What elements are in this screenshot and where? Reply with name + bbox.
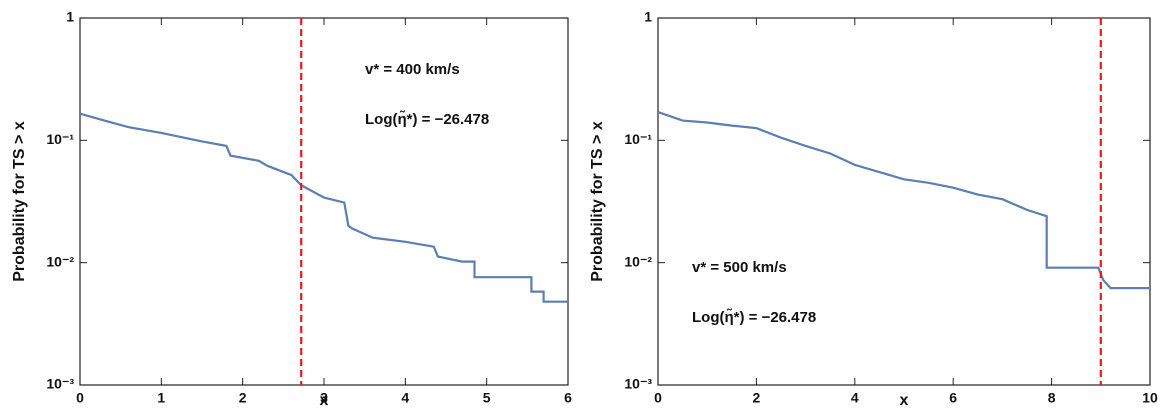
x-tick-label: 4 (401, 390, 409, 406)
x-tick-label: 0 (654, 390, 662, 406)
annotation: Log(η̃*) = −26.478 (692, 308, 816, 326)
annotation: v* = 500 km/s (692, 259, 787, 276)
annotation: Log(η̃*) = −26.478 (365, 110, 489, 128)
y-tick-label: 10⁻² (46, 253, 74, 269)
y-axis-label: Probability for TS > x (11, 121, 28, 282)
annotation: v* = 400 km/s (365, 61, 460, 78)
y-tick-label: 10⁻¹ (624, 131, 652, 147)
x-tick-label: 6 (949, 390, 957, 406)
y-axis-label: Probability for TS > x (589, 121, 606, 282)
x-tick-label: 4 (851, 390, 859, 406)
x-tick-label: 8 (1048, 390, 1056, 406)
y-tick-label: 10⁻³ (624, 376, 652, 392)
y-tick-label: 1 (644, 9, 652, 25)
x-tick-label: 1 (157, 390, 165, 406)
x-tick-label: 2 (753, 390, 761, 406)
x-tick-label: 6 (564, 390, 572, 406)
x-tick-label: 5 (483, 390, 491, 406)
data-line (79, 112, 568, 303)
y-tick-label: 10⁻¹ (46, 131, 74, 147)
y-tick-label: 1 (66, 9, 74, 25)
plot-frame (79, 17, 569, 386)
y-tick-label: 10⁻² (624, 253, 652, 269)
x-tick-label: 0 (76, 390, 84, 406)
plot-frame (657, 17, 1151, 386)
x-axis-label: x (320, 392, 329, 408)
data-line (657, 111, 1150, 290)
x-tick-label: 3 (320, 390, 328, 406)
x-tick-label: 2 (239, 390, 247, 406)
x-tick-label: 10 (1142, 390, 1158, 406)
y-tick-label: 10⁻³ (46, 376, 74, 392)
x-axis-label: x (900, 392, 909, 408)
